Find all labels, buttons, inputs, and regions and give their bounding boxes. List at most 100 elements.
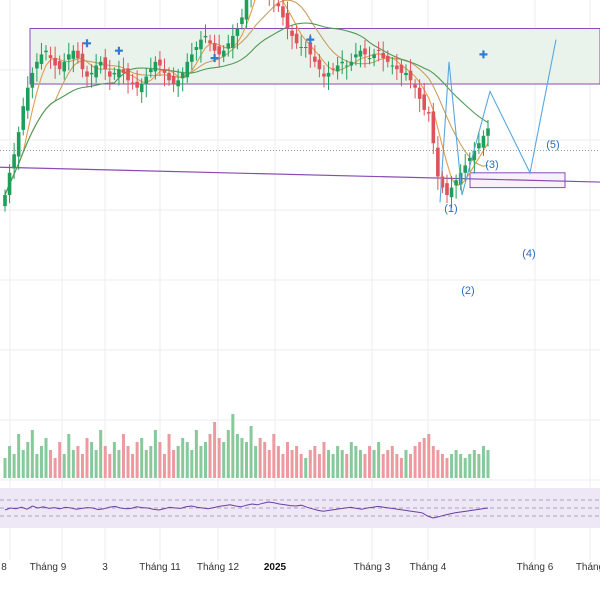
volume-bar — [71, 450, 75, 478]
candle-body — [235, 28, 240, 36]
candle-body — [30, 72, 35, 88]
rsi-panel — [0, 488, 600, 528]
volume-bar — [390, 446, 394, 478]
volume-bar — [254, 446, 258, 478]
candle-body — [135, 81, 139, 88]
trend-line — [0, 166, 600, 183]
candle-body — [436, 147, 440, 177]
volume-bar — [472, 450, 476, 478]
volume-bar — [53, 458, 57, 478]
candle-body — [477, 143, 481, 149]
x-tick-label: 3 — [102, 562, 108, 573]
volume-bar — [349, 442, 353, 478]
volume-bar — [404, 450, 408, 478]
candle-body — [221, 50, 226, 57]
candle-body — [203, 35, 208, 38]
volume-bar — [176, 446, 180, 478]
volume-bar — [431, 446, 435, 478]
x-tick-label: Tháng 12 — [197, 562, 240, 573]
volume-bar — [153, 430, 157, 478]
x-tick-label: Tháng — [576, 562, 600, 573]
volume-bar — [49, 450, 53, 478]
volume-bar — [258, 438, 262, 478]
volume-bar — [336, 446, 340, 478]
volume-bar — [90, 442, 94, 478]
candle-body — [35, 61, 39, 69]
volume-bar — [190, 450, 194, 478]
candle-body — [171, 75, 176, 84]
volume-bar — [217, 438, 221, 478]
candle-body — [372, 54, 376, 59]
volume-bar — [103, 446, 107, 478]
volume-bar — [235, 434, 239, 478]
candle-body — [153, 61, 158, 72]
volume-bar — [121, 434, 125, 478]
buy-markers — [83, 35, 488, 63]
volume-bar — [58, 442, 62, 478]
candle-body — [226, 43, 231, 49]
candle-body — [481, 135, 486, 148]
buy-marker-icon — [83, 39, 92, 48]
volume-bar — [181, 438, 185, 478]
candle-body — [85, 71, 89, 77]
candle-body — [117, 69, 121, 78]
volume-bar — [167, 434, 171, 478]
candle-body — [463, 165, 468, 173]
volume-bar — [327, 450, 331, 478]
volume-bar — [126, 446, 130, 478]
wave-projection: (1) (2) (3) (4) (5) — [439, 39, 560, 297]
volume-bar — [281, 454, 285, 478]
volume-bar — [39, 446, 43, 478]
candle-body — [303, 47, 308, 48]
volume-bar — [131, 454, 135, 478]
volume-bar — [450, 454, 454, 478]
candle-body — [98, 61, 103, 66]
candle-body — [276, 3, 281, 7]
candle-body — [80, 53, 85, 70]
volume-bar — [322, 442, 326, 478]
volume-bar — [486, 450, 490, 478]
candle-body — [126, 68, 130, 81]
volume-bar — [140, 438, 144, 478]
volume-bar — [144, 450, 148, 478]
volume-bar — [199, 446, 203, 478]
candle-body — [472, 150, 477, 161]
volume-bar — [345, 454, 349, 478]
volume-bar — [162, 454, 166, 478]
volume-bar — [12, 454, 16, 478]
candle-body — [395, 65, 399, 70]
candle-body — [358, 50, 363, 57]
volume-bar — [276, 446, 280, 478]
volume-bar — [372, 450, 376, 478]
candle-body — [121, 69, 126, 73]
candle-body — [290, 30, 294, 36]
volume-bar — [172, 450, 176, 478]
candle-body — [48, 55, 53, 59]
volume-bar — [454, 450, 458, 478]
volume-bar — [436, 450, 440, 478]
candle-body — [381, 52, 385, 59]
volume-bar — [203, 442, 207, 478]
candle-body — [354, 54, 358, 58]
candle-body — [390, 65, 395, 67]
volume-bar — [26, 442, 30, 478]
volume-bar — [194, 430, 198, 478]
volume-bar — [35, 454, 39, 478]
volume-bar — [108, 454, 112, 478]
candle-body — [431, 111, 436, 144]
volume-bar — [272, 434, 276, 478]
volume-bar — [386, 450, 390, 478]
candle-body — [89, 72, 94, 75]
candle-body — [440, 176, 445, 188]
candle-body — [25, 87, 30, 111]
candle-body — [130, 82, 135, 84]
wave-label-4: (4) — [522, 248, 535, 260]
candle-body — [363, 48, 367, 55]
volume-bar — [459, 454, 463, 478]
candle-body — [57, 61, 62, 70]
volume-bar — [231, 414, 235, 478]
volume-bar — [290, 450, 294, 478]
candle-body — [331, 68, 335, 70]
candle-body — [158, 59, 162, 66]
candle-body — [349, 61, 354, 66]
